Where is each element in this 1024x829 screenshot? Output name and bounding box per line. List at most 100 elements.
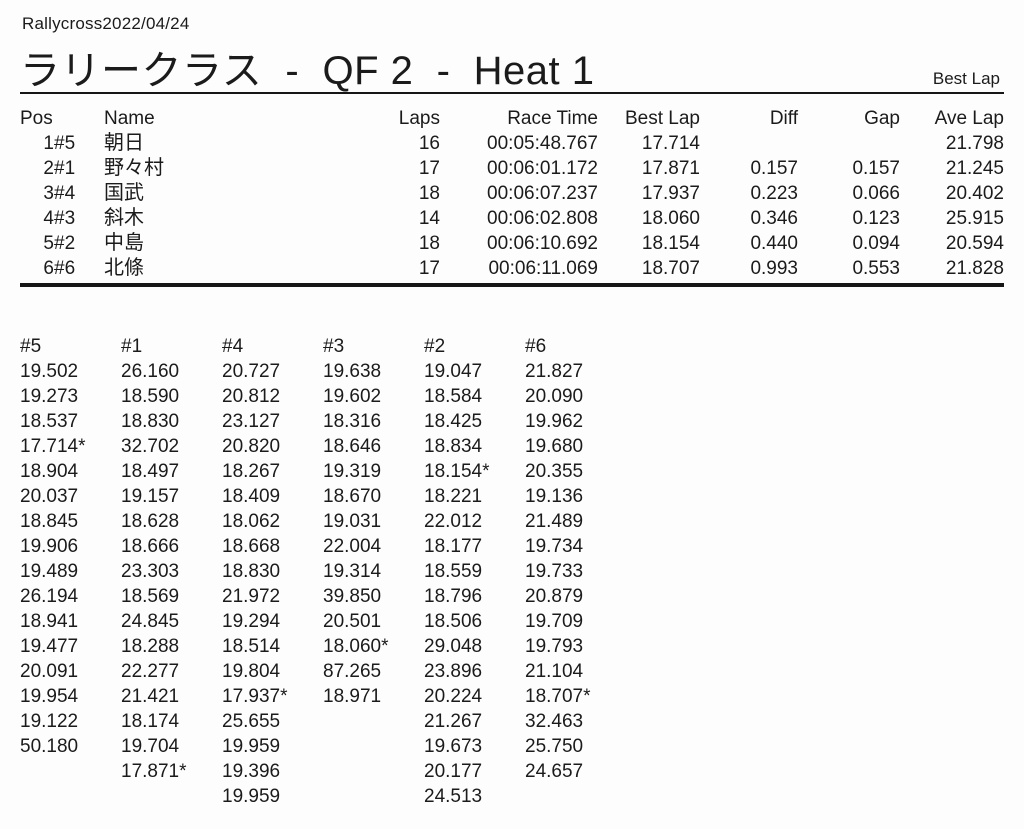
- table-row: 4 #3 斜木 14 00:06:02.808 18.060 0.346 0.123 25.91…: [20, 206, 1004, 231]
- lap-time: 19.680: [525, 436, 584, 457]
- cell-race-time: 00:06:02.808: [487, 208, 598, 229]
- cell-best-lap: 18.707: [641, 258, 700, 279]
- lap-time: 19.962: [525, 411, 584, 432]
- lap-time: 21.827: [525, 361, 584, 382]
- lap-time: 18.834: [424, 436, 483, 457]
- cell-laps: 16: [418, 133, 440, 154]
- lap-time: 18.590: [121, 386, 180, 407]
- cell-diff: 0.157: [750, 158, 798, 179]
- header-pos: Pos: [20, 108, 53, 129]
- lap-time: 18.288: [121, 636, 180, 657]
- header-laps: Laps: [398, 108, 440, 129]
- page-title: ラリークラス - QF 2 - Heat 1: [20, 49, 595, 93]
- car-number-header: #1: [121, 336, 143, 357]
- cell-diff: 0.440: [750, 233, 798, 254]
- lap-column: #2 19.047 18.584 18.425 18.834 18.154* 18.221 2…: [424, 334, 525, 809]
- cell-ave-lap: 25.915: [945, 208, 1004, 229]
- lap-times-section: #5 19.502 19.273 18.537 17.714* 18.904 20.037 1…: [20, 334, 626, 809]
- lap-time: 23.127: [222, 411, 281, 432]
- table-row: 6 #6 北條 17 00:06:11.069 18.707 0.993 0.553 21.82…: [20, 256, 1004, 281]
- cell-pos: 1: [43, 133, 54, 154]
- cell-ave-lap: 21.245: [945, 158, 1004, 179]
- lap-time: 25.655: [222, 711, 281, 732]
- cell-diff: 0.993: [750, 258, 798, 279]
- lap-time: 18.646: [323, 436, 382, 457]
- results-table: Pos Name Laps Race Time Best Lap Diff Ga…: [20, 106, 1004, 281]
- lap-time: 18.154*: [424, 461, 490, 482]
- lap-time: 19.122: [20, 711, 79, 732]
- cell-ave-lap: 20.594: [945, 233, 1004, 254]
- lap-time: 26.160: [121, 361, 180, 382]
- cell-gap: [798, 131, 900, 156]
- lap-time: 21.267: [424, 711, 483, 732]
- lap-time: 39.850: [323, 586, 382, 607]
- lap-time: 20.879: [525, 586, 584, 607]
- lap-time: 18.537: [20, 411, 79, 432]
- lap-time: 20.820: [222, 436, 281, 457]
- lap-time: 19.906: [20, 536, 79, 557]
- lap-time: 19.031: [323, 511, 382, 532]
- cell-car-number: #1: [54, 158, 76, 179]
- cell-race-time: 00:06:10.692: [487, 233, 598, 254]
- event-label: Rallycross2022/04/24: [22, 14, 190, 33]
- lap-time: 18.425: [424, 411, 483, 432]
- cell-gap: 0.094: [852, 233, 900, 254]
- lap-time: 18.845: [20, 511, 79, 532]
- lap-time: 25.750: [525, 736, 584, 757]
- lap-time: 18.409: [222, 486, 281, 507]
- lap-time: 18.904: [20, 461, 79, 482]
- lap-time: 18.221: [424, 486, 483, 507]
- cell-driver-name: 朝日: [104, 132, 144, 154]
- lap-time: 18.830: [222, 561, 281, 582]
- car-number-header: #2: [424, 336, 446, 357]
- cell-ave-lap: 21.798: [945, 133, 1004, 154]
- lap-time: 21.972: [222, 586, 281, 607]
- lap-time: 18.060*: [323, 636, 389, 657]
- header-best-lap: Best Lap: [625, 108, 700, 129]
- header-diff: Diff: [769, 108, 798, 129]
- lap-time: 19.157: [121, 486, 180, 507]
- lap-time: 19.396: [222, 761, 281, 782]
- lap-time: 24.845: [121, 611, 180, 632]
- lap-time: 19.638: [323, 361, 382, 382]
- lap-column: #3 19.638 19.602 18.316 18.646 19.319 18.670 19…: [323, 334, 424, 809]
- lap-time: 18.514: [222, 636, 281, 657]
- lap-time: 18.830: [121, 411, 180, 432]
- cell-laps: 18: [418, 233, 440, 254]
- lap-time: 20.224: [424, 686, 483, 707]
- cell-gap: 0.553: [852, 258, 900, 279]
- lap-time: 20.091: [20, 661, 79, 682]
- lap-time: 29.048: [424, 636, 483, 657]
- lap-time: 18.668: [222, 536, 281, 557]
- cell-best-lap: 17.871: [641, 158, 700, 179]
- table-row: 3 #4 国武 18 00:06:07.237 17.937 0.223 0.066 20.40…: [20, 181, 1004, 206]
- lap-time: 19.734: [525, 536, 584, 557]
- lap-time: 20.037: [20, 486, 79, 507]
- lap-time: 19.733: [525, 561, 584, 582]
- cell-ave-lap: 20.402: [945, 183, 1004, 204]
- lap-column: #6 21.827 20.090 19.962 19.680 20.355 19.136 21…: [525, 334, 626, 809]
- lap-time: 21.104: [525, 661, 584, 682]
- lap-time: 19.709: [525, 611, 584, 632]
- lap-column: #4 20.727 20.812 23.127 20.820 18.267 18.409 18…: [222, 334, 323, 809]
- cell-race-time: 00:06:07.237: [487, 183, 598, 204]
- lap-time: 20.090: [525, 386, 584, 407]
- lap-time: 19.047: [424, 361, 483, 382]
- lap-time: 19.477: [20, 636, 79, 657]
- table-row: 2 #1 野々村 17 00:06:01.172 17.871 0.157 0.157 21.2…: [20, 156, 1004, 181]
- cell-best-lap: 18.060: [641, 208, 700, 229]
- cell-diff: 0.223: [750, 183, 798, 204]
- lap-time: 19.804: [222, 661, 281, 682]
- cell-pos: 4: [43, 208, 54, 229]
- lap-time: 19.489: [20, 561, 79, 582]
- lap-time: 19.954: [20, 686, 79, 707]
- cell-best-lap: 18.154: [641, 233, 700, 254]
- cell-car-number: #3: [54, 208, 76, 229]
- cell-pos: 5: [43, 233, 54, 254]
- lap-time: 22.277: [121, 661, 180, 682]
- lap-time: 23.303: [121, 561, 180, 582]
- car-number-header: #5: [20, 336, 42, 357]
- header-race-time: Race Time: [507, 108, 598, 129]
- lap-time: 19.959: [222, 736, 281, 757]
- lap-time: 18.177: [424, 536, 483, 557]
